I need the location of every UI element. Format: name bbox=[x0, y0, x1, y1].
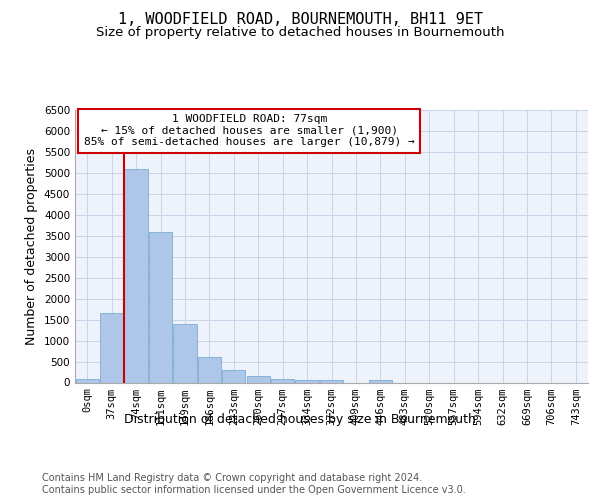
Text: Contains HM Land Registry data © Crown copyright and database right 2024.
Contai: Contains HM Land Registry data © Crown c… bbox=[42, 474, 466, 495]
Bar bbox=[100, 314, 123, 382]
Bar bbox=[124, 168, 148, 382]
Bar bbox=[271, 378, 294, 382]
Bar bbox=[149, 232, 172, 382]
Bar bbox=[247, 376, 270, 382]
Bar bbox=[295, 380, 319, 382]
Text: 1, WOODFIELD ROAD, BOURNEMOUTH, BH11 9ET: 1, WOODFIELD ROAD, BOURNEMOUTH, BH11 9ET bbox=[118, 12, 482, 28]
Text: Distribution of detached houses by size in Bournemouth: Distribution of detached houses by size … bbox=[124, 412, 476, 426]
Bar bbox=[173, 324, 197, 382]
Text: 1 WOODFIELD ROAD: 77sqm
← 15% of detached houses are smaller (1,900)
85% of semi: 1 WOODFIELD ROAD: 77sqm ← 15% of detache… bbox=[84, 114, 415, 148]
Y-axis label: Number of detached properties: Number of detached properties bbox=[25, 148, 38, 345]
Bar bbox=[198, 356, 221, 382]
Bar bbox=[222, 370, 245, 382]
Bar bbox=[320, 380, 343, 382]
Text: Size of property relative to detached houses in Bournemouth: Size of property relative to detached ho… bbox=[96, 26, 504, 39]
Bar bbox=[369, 380, 392, 382]
Bar bbox=[76, 380, 99, 382]
